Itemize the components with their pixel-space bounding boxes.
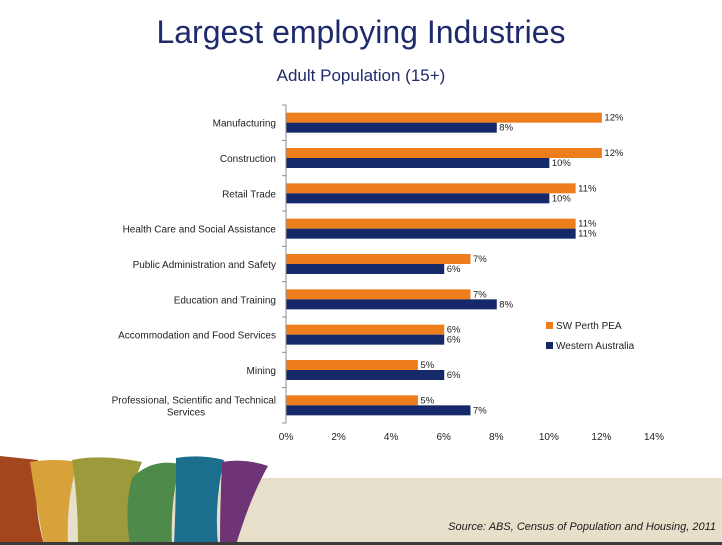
category-label: Construction: [220, 154, 276, 165]
category-label: Education and Training: [174, 295, 276, 306]
bar-sw-perth: [286, 112, 602, 123]
bar-western-australia: [286, 228, 576, 239]
bar-western-australia: [286, 405, 471, 416]
category-label: Retail Trade: [222, 189, 276, 200]
data-label: 7%: [473, 254, 487, 265]
data-label: 10%: [552, 158, 572, 169]
x-tick-label: 2%: [331, 432, 346, 443]
source-note: Source: ABS, Census of Population and Ho…: [448, 521, 716, 533]
data-label: 7%: [473, 289, 487, 300]
x-tick-label: 8%: [489, 432, 504, 443]
category-label: Health Care and Social Assistance: [123, 225, 277, 236]
decor-shape-3: [72, 457, 142, 545]
legend-swatch: [546, 322, 553, 329]
x-tick-label: 10%: [539, 432, 559, 443]
bar-sw-perth: [286, 395, 418, 406]
legend-label: SW Perth PEA: [556, 321, 622, 332]
legend-swatch: [546, 342, 553, 349]
data-label: 12%: [604, 148, 624, 159]
bottom-rule: [0, 542, 722, 545]
data-label: 5%: [420, 395, 434, 406]
bar-sw-perth: [286, 148, 602, 158]
x-tick-label: 6%: [436, 432, 451, 443]
bar-sw-perth: [286, 324, 445, 335]
data-label: 6%: [447, 335, 461, 346]
data-label: 12%: [604, 113, 624, 124]
bar-western-australia: [286, 370, 445, 380]
bar-western-australia: [286, 299, 497, 310]
data-label: 8%: [499, 123, 513, 134]
category-label: Accommodation and Food Services: [118, 331, 276, 342]
category-label: Public Administration and Safety: [133, 260, 276, 271]
category-label: Manufacturing: [213, 119, 276, 130]
data-label: 7%: [473, 405, 487, 416]
bar-western-australia: [286, 334, 445, 345]
bar-western-australia: [286, 158, 550, 168]
legend-label: Western Australia: [556, 341, 635, 352]
footer-decoration: [0, 456, 722, 545]
decor-shape-6: [220, 460, 268, 545]
bar-western-australia: [286, 193, 550, 204]
bar-sw-perth: [286, 183, 576, 194]
bar-sw-perth: [286, 254, 471, 264]
data-label: 11%: [578, 219, 597, 230]
slide-title: Largest employing Industries: [156, 14, 566, 50]
x-tick-label: 4%: [384, 432, 399, 443]
category-label: Mining: [247, 366, 276, 377]
data-label: 11%: [578, 229, 597, 240]
decor-shape-2: [30, 460, 78, 545]
data-label: 8%: [499, 299, 513, 310]
data-label: 10%: [552, 193, 572, 204]
bar-western-australia: [286, 264, 445, 274]
bar-chart: 0% 2% 4% 6% 8% 10% 12% 14% 12% 8% Manufacturing 12%…: [112, 104, 664, 443]
data-label: 11%: [578, 183, 597, 194]
data-label: 6%: [447, 370, 461, 381]
decor-shape-5: [174, 456, 224, 545]
bar-sw-perth: [286, 360, 418, 370]
x-tick-label: 0%: [279, 432, 294, 443]
data-label: 6%: [447, 264, 461, 275]
bar-western-australia: [286, 122, 497, 133]
bar-sw-perth: [286, 218, 576, 229]
category-label: Services: [167, 407, 205, 418]
x-tick-label: 12%: [591, 432, 611, 443]
category-label: Professional, Scientific and Technical: [112, 395, 276, 406]
data-label: 6%: [447, 325, 461, 336]
bar-sw-perth: [286, 289, 471, 300]
data-label: 5%: [420, 360, 434, 371]
slide-subtitle: Adult Population (15+): [276, 66, 446, 85]
x-tick-label: 14%: [644, 432, 664, 443]
decor-shape-4: [127, 462, 180, 545]
